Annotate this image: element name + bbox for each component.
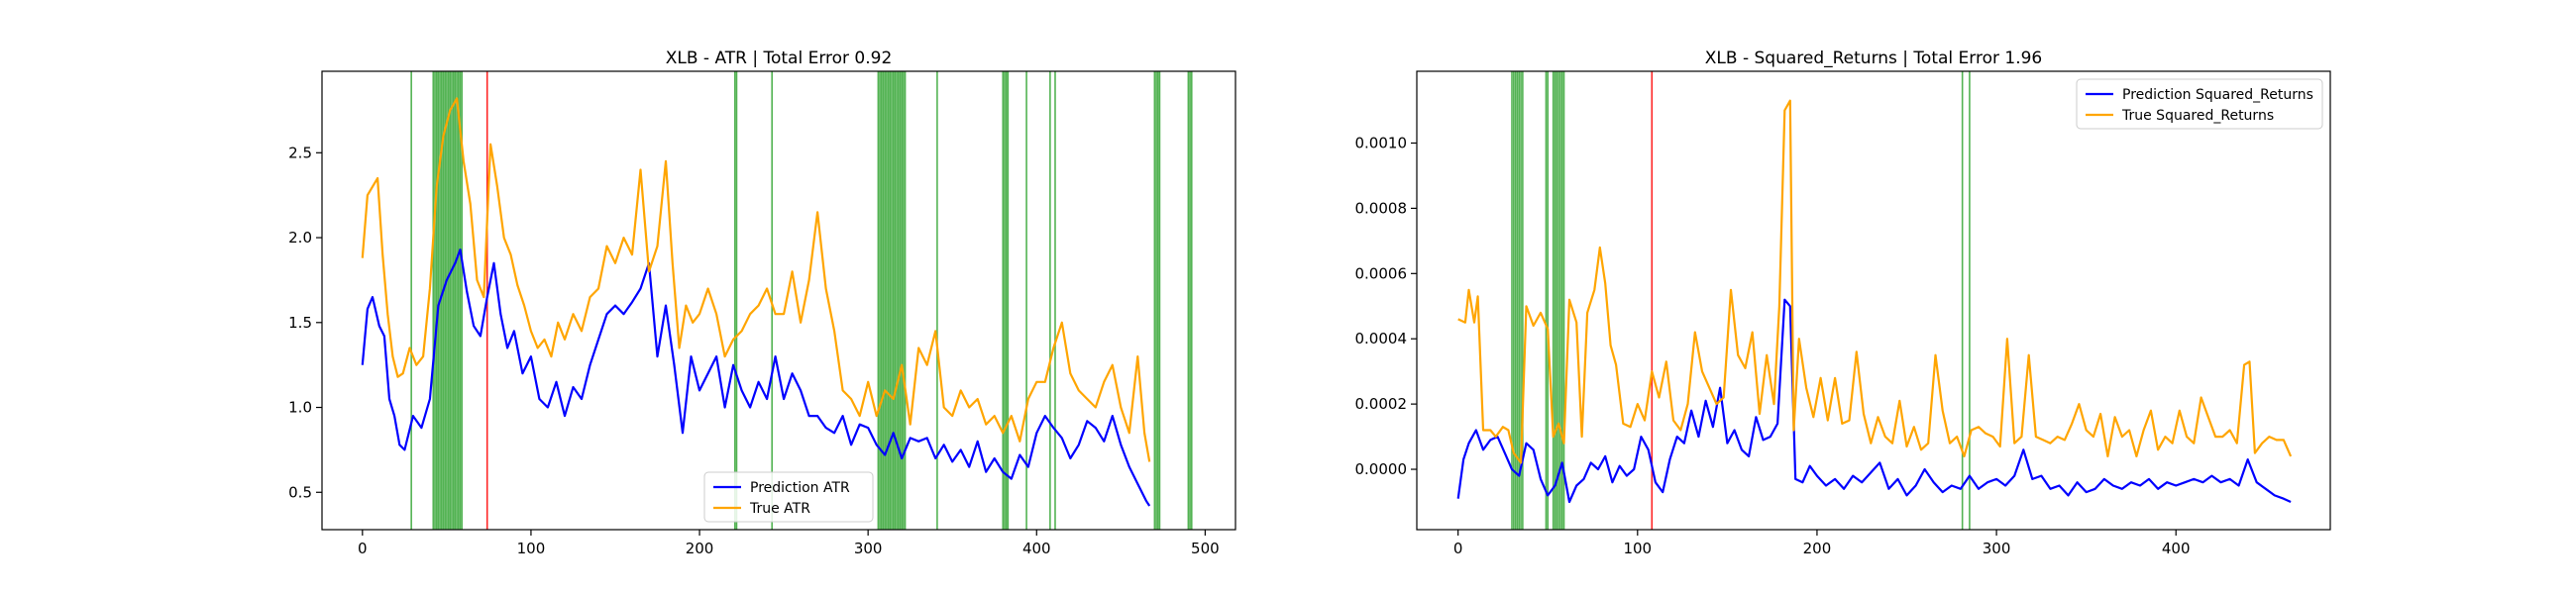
atr-chart: XLB - ATR | Total Error 0.92 0 100 200 300 40… bbox=[288, 49, 1236, 557]
y-tick-label: 0.0010 bbox=[1355, 134, 1408, 151]
x-tick-label: 0 bbox=[1453, 540, 1463, 557]
legend-box bbox=[2076, 78, 2323, 130]
plot-frame bbox=[321, 70, 1236, 531]
y-tick-label: 1.0 bbox=[288, 399, 312, 417]
legend-label: Prediction ATR bbox=[750, 480, 850, 496]
squared-returns-chart: XLB - Squared_Returns | Total Error 1.96… bbox=[1355, 49, 2331, 557]
legend-label: Prediction Squared_Returns bbox=[2122, 87, 2313, 103]
y-tick-label: 0.0000 bbox=[1355, 460, 1408, 478]
series-line-true-squared-returns bbox=[1457, 99, 2293, 464]
plot-area bbox=[361, 71, 1193, 530]
x-tick-label: 300 bbox=[854, 540, 883, 557]
plot-frame bbox=[1416, 70, 2331, 531]
chart-title: XLB - ATR | Total Error 0.92 bbox=[666, 49, 893, 68]
legend-box bbox=[703, 471, 874, 523]
x-tick-label: 100 bbox=[517, 540, 546, 557]
x-tick-label: 500 bbox=[1191, 540, 1220, 557]
y-tick-label: 2.5 bbox=[288, 144, 312, 161]
y-tick-label: 0.0008 bbox=[1355, 199, 1408, 217]
x-tick-label: 200 bbox=[1803, 540, 1832, 557]
x-tick-label: 200 bbox=[686, 540, 714, 557]
legend-label: True ATR bbox=[749, 501, 810, 517]
x-tick-label: 0 bbox=[358, 540, 368, 557]
series-line-true-atr bbox=[361, 97, 1151, 462]
x-tick-label: 100 bbox=[1623, 540, 1652, 557]
x-tick-label: 400 bbox=[1022, 540, 1051, 557]
legend: Prediction Squared_Returns True Squared_R… bbox=[2076, 78, 2323, 130]
series-line-prediction-atr bbox=[361, 248, 1151, 507]
y-tick-label: 0.0004 bbox=[1355, 330, 1408, 347]
plot-area bbox=[1456, 71, 2293, 530]
x-tick-label: 400 bbox=[2162, 540, 2191, 557]
y-tick-label: 2.0 bbox=[288, 229, 312, 247]
y-tick-label: 0.0002 bbox=[1355, 395, 1408, 413]
series-line-prediction-squared-returns bbox=[1456, 298, 2292, 504]
y-tick-label: 1.5 bbox=[288, 314, 312, 332]
x-tick-label: 300 bbox=[1983, 540, 2011, 557]
chart-title: XLB - Squared_Returns | Total Error 1.96 bbox=[1705, 49, 2042, 68]
y-tick-label: 0.0006 bbox=[1355, 264, 1408, 282]
legend: Prediction ATR True ATR bbox=[703, 471, 874, 523]
legend-label: True Squared_Returns bbox=[2121, 108, 2274, 124]
y-tick-label: 0.5 bbox=[288, 483, 312, 501]
